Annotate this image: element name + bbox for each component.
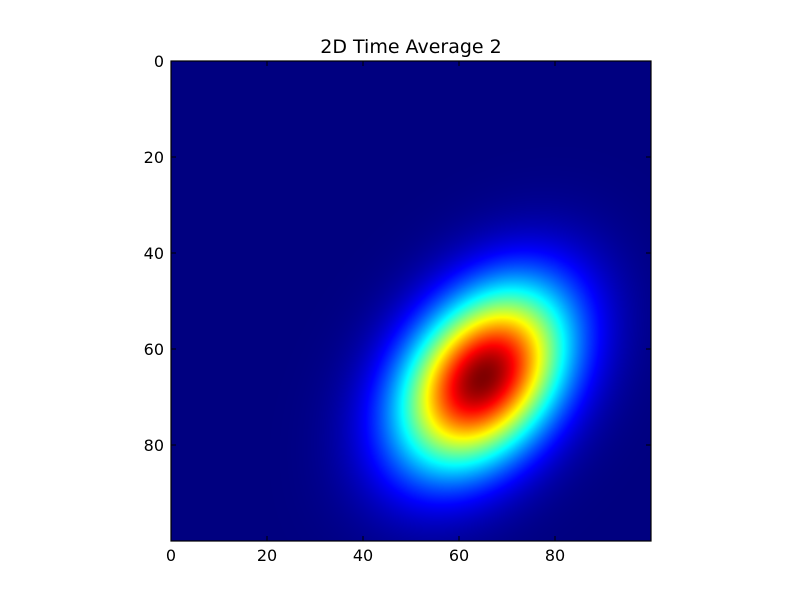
- chart-title: 2D Time Average 2: [320, 36, 501, 58]
- y-tick-label-0: 0: [154, 52, 164, 71]
- plot-frame: [170, 60, 652, 542]
- x-tick-label-0: 0: [166, 546, 176, 565]
- y-axis: 0 20 40 60 80: [144, 52, 651, 455]
- y-tick-label-1: 20: [144, 148, 164, 167]
- heatmap-image-container: [171, 61, 651, 541]
- y-tick-label-3: 60: [144, 340, 164, 359]
- y-tick-label-2: 40: [144, 244, 164, 263]
- y-tick-label-4: 80: [144, 436, 164, 455]
- x-axis: 0 20 40 60 80: [166, 61, 565, 565]
- heatmap-image: [171, 61, 651, 541]
- x-tick-label-3: 60: [449, 546, 469, 565]
- x-tick-label-2: 40: [353, 546, 373, 565]
- x-tick-label-1: 20: [257, 546, 277, 565]
- x-tick-label-4: 80: [545, 546, 565, 565]
